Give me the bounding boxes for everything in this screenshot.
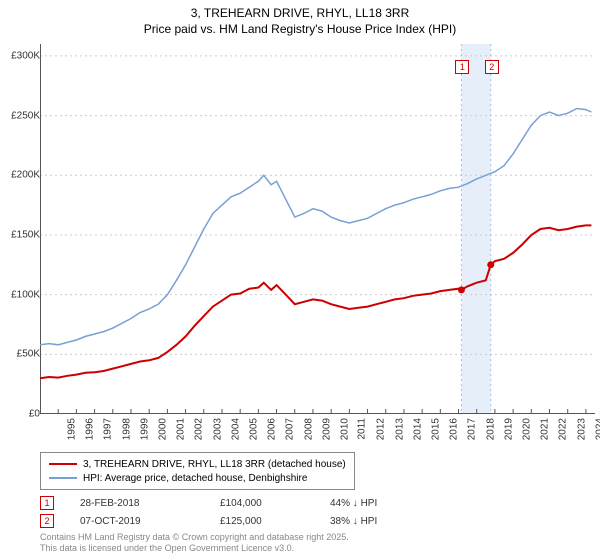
x-axis-tick-label: 2004 bbox=[230, 418, 241, 440]
chart-sale-marker-label: 1 bbox=[455, 60, 469, 74]
sale-rows: 1 28-FEB-2018 £104,000 44% ↓ HPI 2 07-OC… bbox=[40, 494, 440, 530]
sale-marker-icon: 2 bbox=[40, 514, 54, 528]
y-axis-tick-label: £200K bbox=[4, 170, 40, 181]
y-axis-tick-label: £100K bbox=[4, 289, 40, 300]
x-axis-tick-label: 2013 bbox=[394, 418, 405, 440]
sale-row: 1 28-FEB-2018 £104,000 44% ↓ HPI bbox=[40, 494, 440, 512]
footer-line: This data is licensed under the Open Gov… bbox=[40, 543, 349, 554]
x-axis-tick-label: 2017 bbox=[467, 418, 478, 440]
y-axis-tick-label: £150K bbox=[4, 229, 40, 240]
x-axis-tick-label: 2014 bbox=[412, 418, 423, 440]
x-axis-tick-label: 2009 bbox=[321, 418, 332, 440]
line-chart-svg bbox=[40, 44, 595, 414]
footer-line: Contains HM Land Registry data © Crown c… bbox=[40, 532, 349, 543]
legend-label: 3, TREHEARN DRIVE, RHYL, LL18 3RR (detac… bbox=[83, 459, 346, 470]
x-axis-tick-label: 2016 bbox=[448, 418, 459, 440]
legend-label: HPI: Average price, detached house, Denb… bbox=[83, 473, 307, 484]
x-axis-tick-label: 2015 bbox=[430, 418, 441, 440]
legend-box: 3, TREHEARN DRIVE, RHYL, LL18 3RR (detac… bbox=[40, 452, 355, 490]
y-axis-tick-label: £0 bbox=[4, 409, 40, 420]
x-axis-tick-label: 2005 bbox=[248, 418, 259, 440]
legend-item: HPI: Average price, detached house, Denb… bbox=[49, 471, 346, 485]
sale-price: £125,000 bbox=[220, 516, 330, 527]
x-axis-tick-label: 1997 bbox=[103, 418, 114, 440]
sale-date: 28-FEB-2018 bbox=[80, 498, 220, 509]
x-axis-tick-label: 2008 bbox=[303, 418, 314, 440]
x-axis-tick-label: 2001 bbox=[175, 418, 186, 440]
sale-marker-icon: 1 bbox=[40, 496, 54, 510]
sale-price: £104,000 bbox=[220, 498, 330, 509]
x-axis-tick-label: 2012 bbox=[376, 418, 387, 440]
chart-sale-marker-label: 2 bbox=[485, 60, 499, 74]
legend-item: 3, TREHEARN DRIVE, RHYL, LL18 3RR (detac… bbox=[49, 457, 346, 471]
x-axis-tick-label: 2010 bbox=[339, 418, 350, 440]
sale-date: 07-OCT-2019 bbox=[80, 516, 220, 527]
sale-hpi-diff: 38% ↓ HPI bbox=[330, 516, 440, 527]
x-axis-tick-label: 2022 bbox=[558, 418, 569, 440]
x-axis-tick-label: 2021 bbox=[539, 418, 550, 440]
x-axis-tick-label: 2002 bbox=[194, 418, 205, 440]
sale-hpi-diff: 44% ↓ HPI bbox=[330, 498, 440, 509]
chart-area bbox=[40, 44, 595, 414]
legend-swatch-hpi bbox=[49, 477, 77, 479]
y-axis-tick-label: £50K bbox=[4, 349, 40, 360]
x-axis-tick-label: 1996 bbox=[84, 418, 95, 440]
x-axis-tick-label: 2000 bbox=[157, 418, 168, 440]
chart-subtitle: Price paid vs. HM Land Registry's House … bbox=[0, 22, 600, 38]
x-axis-tick-label: 2020 bbox=[521, 418, 532, 440]
x-axis-tick-label: 1998 bbox=[121, 418, 132, 440]
x-axis-tick-label: 2024 bbox=[594, 418, 600, 440]
sale-row: 2 07-OCT-2019 £125,000 38% ↓ HPI bbox=[40, 512, 440, 530]
x-axis-tick-label: 2007 bbox=[285, 418, 296, 440]
x-axis-tick-label: 2011 bbox=[357, 418, 368, 440]
legend-swatch-subject bbox=[49, 463, 77, 465]
y-axis-tick-label: £300K bbox=[4, 50, 40, 61]
x-axis-tick-label: 2006 bbox=[266, 418, 277, 440]
x-axis-tick-label: 1999 bbox=[139, 418, 150, 440]
chart-address: 3, TREHEARN DRIVE, RHYL, LL18 3RR bbox=[0, 6, 600, 22]
footer-attribution: Contains HM Land Registry data © Crown c… bbox=[40, 532, 349, 554]
x-axis-tick-label: 2023 bbox=[576, 418, 587, 440]
y-axis-tick-label: £250K bbox=[4, 110, 40, 121]
chart-title-block: 3, TREHEARN DRIVE, RHYL, LL18 3RR Price … bbox=[0, 0, 600, 37]
x-axis-tick-label: 2019 bbox=[503, 418, 514, 440]
x-axis-tick-label: 2003 bbox=[212, 418, 223, 440]
x-axis-tick-label: 1995 bbox=[66, 418, 77, 440]
x-axis-tick-label: 2018 bbox=[485, 418, 496, 440]
